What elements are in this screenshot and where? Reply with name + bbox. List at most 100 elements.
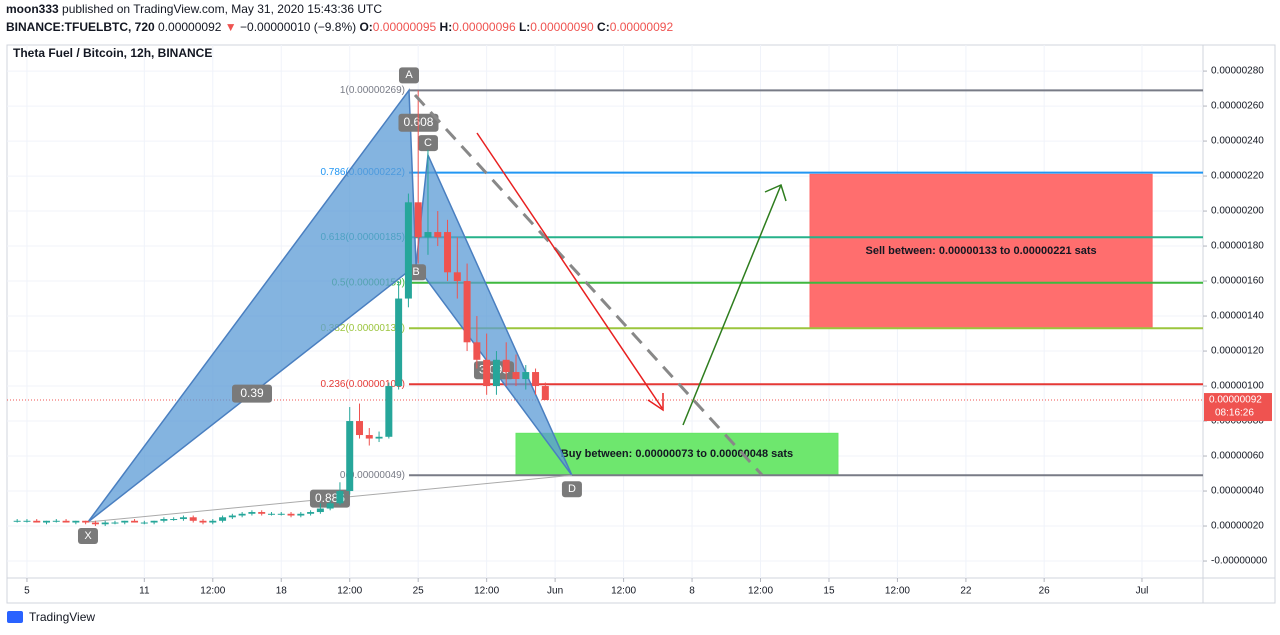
zone	[515, 432, 839, 476]
y-tick-label: 0.00000040	[1211, 486, 1264, 497]
candle-body	[13, 520, 21, 522]
l-label: L:	[518, 20, 531, 34]
last: 0.00000092	[158, 20, 222, 34]
author: moon333	[6, 2, 59, 16]
point-box	[398, 67, 419, 84]
candle-body	[170, 519, 178, 521]
symbol: BINANCE:TFUELBTC, 720	[6, 20, 155, 34]
h-label: H:	[439, 20, 453, 34]
candle-body	[131, 520, 139, 523]
y-tick-label: 0.00000280	[1211, 66, 1264, 77]
candle-body	[297, 513, 305, 516]
candle-body	[199, 520, 207, 523]
last-price-box	[1204, 393, 1272, 422]
header-line-1: moon333 published on TradingView.com, Ma…	[6, 2, 382, 16]
candle-body	[23, 520, 31, 522]
candle-body	[316, 508, 324, 513]
down-arrow	[476, 132, 663, 409]
y-tick-label: 0.00000080	[1211, 416, 1264, 427]
candle-body	[33, 520, 41, 523]
candle-body	[414, 202, 422, 238]
c-value: 0.00000092	[609, 20, 674, 34]
x-tick-label: 5	[24, 586, 30, 597]
candle-body	[82, 520, 90, 523]
point-label: C	[424, 137, 432, 149]
x-tick-label: 12:00	[337, 586, 362, 597]
candle-body	[434, 232, 442, 238]
x-tick-label: 12:00	[885, 586, 910, 597]
up-arrow-head	[764, 183, 787, 202]
frame	[6, 44, 1276, 604]
candle-body	[463, 281, 471, 343]
x-tick-label: 25	[413, 586, 425, 597]
zone-label: Buy between: 0.00000073 to 0.00000048 sa…	[561, 448, 793, 460]
zone	[809, 173, 1153, 329]
candle-body	[43, 520, 51, 523]
candle-body	[121, 520, 129, 523]
o-label: O:	[359, 20, 373, 34]
y-tick-label: 0.00000100	[1211, 381, 1264, 392]
h-value: 0.00000096	[452, 20, 516, 34]
candle-body	[150, 520, 158, 523]
y-tick-label: 0.00000120	[1211, 346, 1264, 357]
last-price-label: 0.00000092	[1209, 395, 1262, 406]
candle-body	[375, 436, 383, 439]
candle-body	[356, 421, 364, 436]
y-tick-label: 0.00000240	[1211, 136, 1264, 147]
x-tick-label: 8	[689, 586, 695, 597]
candle-body	[111, 522, 119, 524]
dashed-projection	[413, 93, 764, 477]
point-label: X	[84, 530, 92, 542]
y-tick-label: -0.00000000	[1211, 556, 1268, 567]
x-tick-label: 11	[139, 586, 150, 597]
y-tick-label: 0.00000180	[1211, 241, 1264, 252]
zone-label: Sell between: 0.00000133 to 0.00000221 s…	[865, 245, 1096, 257]
x-tick-label: Jun	[547, 586, 563, 597]
point-label: A	[405, 69, 413, 81]
candle-body	[160, 519, 168, 521]
candles	[13, 90, 549, 527]
up-arrow	[682, 184, 782, 426]
candle-body	[72, 520, 80, 523]
candle-body	[91, 522, 99, 525]
x-tick-label: 26	[1039, 586, 1051, 597]
candle-body	[385, 386, 393, 437]
candle-body	[209, 520, 217, 523]
candle-body	[512, 372, 520, 380]
x-tick-label: 18	[276, 586, 288, 597]
candle-body	[267, 513, 275, 515]
candle-body	[101, 522, 109, 525]
axes: 0.00000280 0.00000260 0.00000240 0.00000220…	[24, 66, 1272, 597]
ratio-box	[232, 384, 273, 403]
candle-body	[238, 513, 246, 516]
c-label: C:	[597, 20, 610, 34]
candle-body	[424, 232, 432, 238]
candle-body	[287, 513, 295, 516]
candle-body	[179, 517, 187, 520]
candle-body	[258, 512, 266, 514]
candle-body	[532, 372, 540, 387]
candle-body	[365, 435, 373, 439]
x-tick-label: Jul	[1136, 586, 1149, 597]
o-value: 0.00000095	[372, 20, 437, 34]
y-tick-label: 0.00000140	[1211, 311, 1264, 322]
candle-body	[444, 232, 452, 273]
ratio-label: 0.39	[240, 386, 264, 400]
y-tick-label: 0.00000200	[1211, 206, 1264, 217]
y-tick-label: 0.00000020	[1211, 521, 1264, 532]
brand-logo	[7, 611, 23, 623]
candle-body	[326, 503, 334, 509]
candle-body	[404, 202, 412, 299]
x-tick-label: 12:00	[748, 586, 773, 597]
x-tick-label: 22	[960, 586, 972, 597]
point-box	[417, 135, 438, 152]
x-tick-label: 15	[823, 586, 835, 597]
header-line-2: BINANCE:TFUELBTC, 720 0.00000092 ▼ −0.00…	[6, 20, 673, 34]
brand: TradingView	[29, 610, 95, 624]
point-box	[561, 481, 582, 498]
down-arrow-head	[647, 393, 664, 412]
change: −0.00000010 (−9.8%)	[240, 20, 357, 34]
